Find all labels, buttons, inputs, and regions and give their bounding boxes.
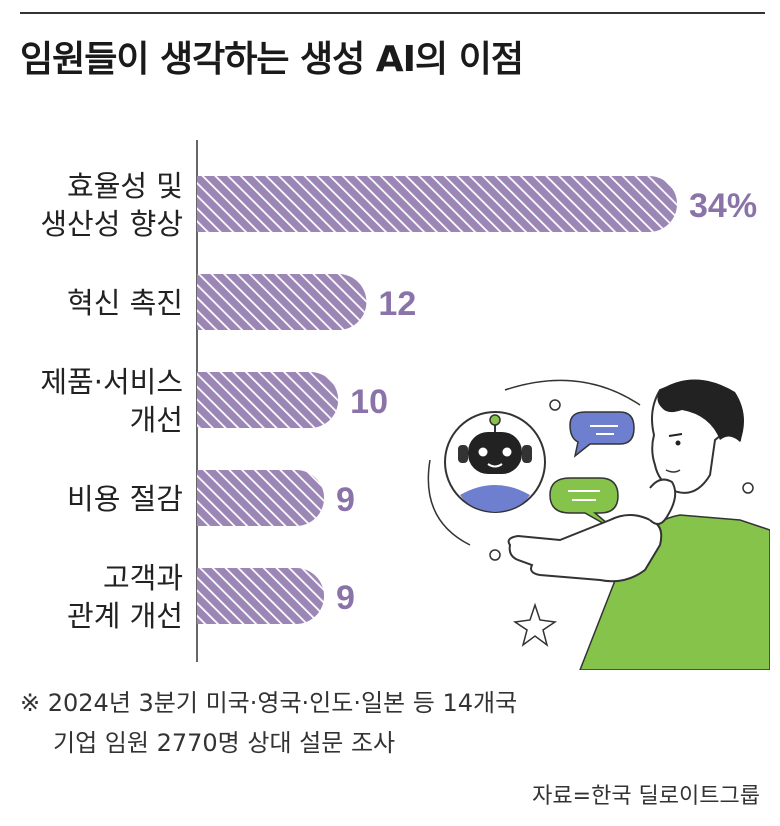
- bar: [197, 470, 325, 526]
- category-label: 효율성 및: [67, 169, 183, 203]
- robot-icon: [444, 411, 546, 513]
- top-rule: [20, 12, 765, 14]
- category-label: 생산성 향상: [40, 207, 183, 241]
- data-label: 34%: [689, 187, 757, 225]
- footnote-line: 기업 임원 2770명 상대 설문 조사: [53, 729, 396, 757]
- category-label: 고객과: [103, 561, 183, 595]
- dot-icon: [489, 549, 501, 561]
- footnote-line: ※ 2024년 3분기 미국·영국·인도·일본 등 14개국: [20, 689, 518, 717]
- data-label: 9: [336, 579, 355, 617]
- bar: [197, 274, 367, 330]
- category-label: 관계 개선: [67, 599, 183, 633]
- sparkle-icon: [512, 602, 558, 647]
- dot-icon: [549, 399, 561, 411]
- chat-bubble-icon: [569, 411, 635, 458]
- footnote: ※ 2024년 3분기 미국·영국·인도·일본 등 14개국 기업 임원 277…: [20, 683, 517, 763]
- data-label: 9: [336, 481, 355, 519]
- category-label: 비용 절감: [67, 482, 183, 516]
- category-label: 혁신 촉진: [67, 286, 183, 320]
- thinking-man-illustration: [427, 379, 770, 670]
- bar: [197, 568, 325, 624]
- source-credit: 자료=한국 딜로이트그룹: [532, 784, 760, 809]
- chat-bubble-icon: [549, 477, 619, 531]
- dot-icon: [742, 482, 754, 494]
- orbit-arc: [427, 459, 471, 546]
- data-label: 10: [350, 383, 388, 421]
- orbit-arc: [504, 379, 641, 406]
- bar: [197, 176, 677, 232]
- man-figure: [507, 379, 770, 670]
- category-label: 제품·서비스: [40, 365, 183, 399]
- bar: [197, 372, 339, 429]
- category-label: 개선: [130, 403, 183, 437]
- chart-title: 임원들이 생각하는 생성 AI의 이점: [20, 39, 524, 80]
- data-label: 12: [378, 285, 416, 323]
